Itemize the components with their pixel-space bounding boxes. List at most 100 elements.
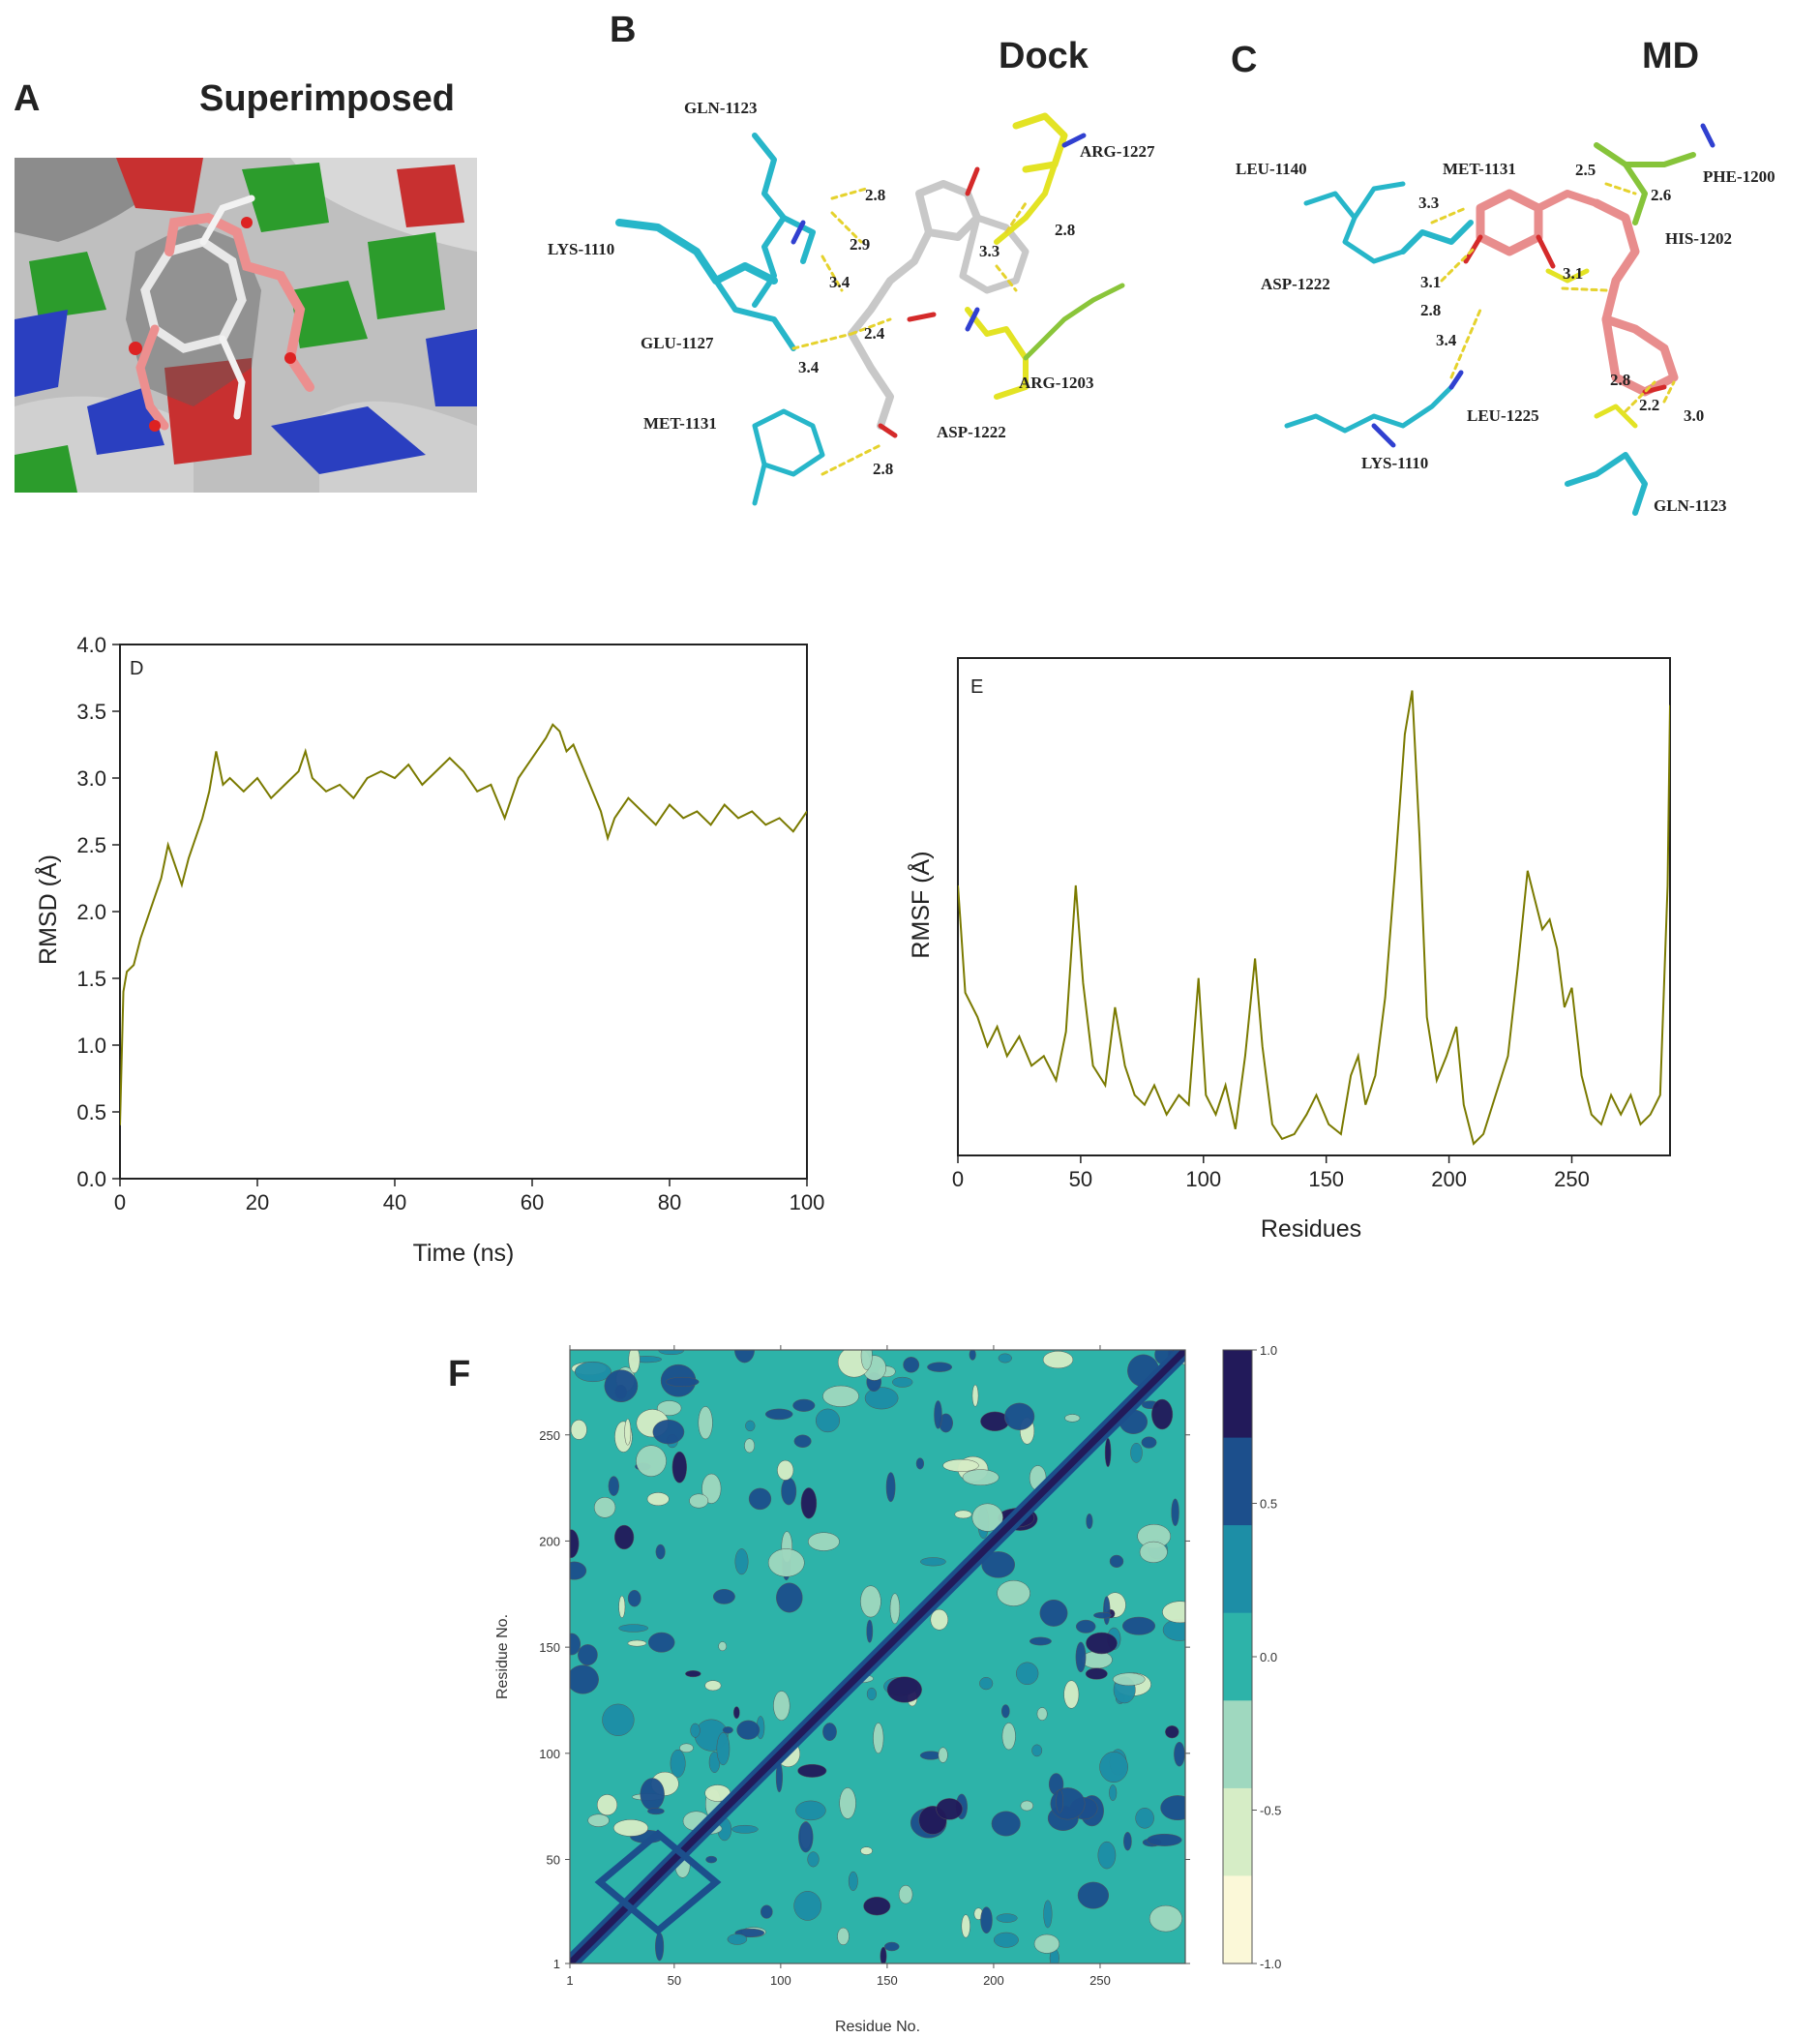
correlation-patch: [885, 1472, 896, 1503]
x-tick-label: 100: [790, 1190, 825, 1214]
correlation-patch: [618, 1595, 626, 1618]
correlation-patch: [1043, 1900, 1053, 1929]
colorbar-segment: [1223, 1437, 1252, 1526]
residue-label: ARG-1203: [1019, 374, 1093, 392]
x-tick-label: 50: [668, 1973, 681, 1988]
correlation-patch: [815, 1408, 841, 1433]
cross-correlation-diamond: [594, 1829, 722, 1935]
correlation-patch: [1121, 1616, 1156, 1635]
correlation-patch: [866, 1687, 877, 1701]
correlation-patch: [860, 1846, 873, 1855]
distance-label: 3.4: [798, 358, 820, 376]
correlation-patch: [808, 1532, 840, 1551]
distance-label: 2.8: [873, 460, 893, 478]
correlation-patch: [800, 1487, 818, 1519]
correlation-patch: [1001, 1723, 1016, 1751]
correlation-patch: [1130, 1442, 1143, 1463]
correlation-patch: [981, 1551, 1016, 1578]
correlation-patch: [658, 1350, 684, 1356]
colorbar-tick-label: 0.5: [1260, 1497, 1277, 1512]
correlation-patch: [883, 1941, 900, 1952]
correlation-patch: [839, 1787, 856, 1819]
x-tick-label: 150: [877, 1973, 898, 1988]
correlation-patch: [652, 1420, 685, 1445]
correlation-patch: [1056, 1789, 1064, 1813]
x-tick-label: 80: [658, 1190, 681, 1214]
correlation-patch: [1171, 1498, 1179, 1527]
correlation-patch: [722, 1726, 733, 1734]
residue-label: ARG-1227: [1080, 142, 1155, 161]
panel-b: B Dock: [548, 10, 1155, 506]
residue-label: LEU-1140: [1236, 160, 1307, 178]
x-tick-label: 0: [114, 1190, 126, 1214]
correlation-patch: [998, 1353, 1012, 1364]
correlation-patch: [795, 1800, 826, 1821]
residue-label: MET-1131: [1443, 160, 1516, 178]
correlation-patch: [889, 1593, 901, 1625]
correlation-patch: [969, 1350, 976, 1361]
correlation-patch: [760, 1904, 773, 1919]
correlation-patch: [961, 1914, 970, 1938]
correlation-patch: [608, 1476, 619, 1496]
x-tick-label: 40: [383, 1190, 406, 1214]
correlation-patch: [837, 1927, 850, 1946]
correlation-patch: [748, 1487, 772, 1511]
correlation-patch: [798, 1821, 814, 1853]
correlation-patch: [1016, 1662, 1039, 1686]
correlation-patch: [971, 1384, 979, 1407]
residue-label: HIS-1202: [1665, 229, 1732, 248]
colorbar-segment: [1223, 1612, 1252, 1701]
correlation-patch: [892, 1376, 913, 1388]
correlation-patch: [915, 1457, 925, 1470]
correlation-patch: [646, 1492, 670, 1507]
correlation-patch: [1093, 1611, 1112, 1619]
correlation-patch: [1162, 1601, 1185, 1624]
correlation-patch: [962, 1469, 1000, 1486]
correlation-patch: [1151, 1398, 1174, 1430]
correlation-patch: [612, 1819, 649, 1837]
rmsd-chart: D 0.0 0.5 1.0 1.5 2.0 2.5 3.0 3.5 4.0 0 20 40 60 80 1…: [33, 633, 824, 1267]
rmsd-panel-label: D: [130, 658, 143, 679]
correlation-patch: [1085, 1667, 1108, 1680]
correlation-patch: [636, 1445, 667, 1477]
correlation-patch: [685, 1670, 701, 1678]
x-tick-label: 100: [770, 1973, 791, 1988]
correlation-patch: [1139, 1541, 1168, 1563]
correlation-patch: [860, 1350, 873, 1370]
residue-label: LYS-1110: [548, 240, 614, 258]
correlation-patch: [777, 1459, 794, 1481]
y-tick-label: 3.5: [76, 700, 106, 724]
distance-label: 2.8: [865, 186, 885, 204]
dock-pose-molecule-image: [615, 112, 1125, 506]
correlation-patch: [604, 1369, 639, 1403]
distance-label: 3.3: [1418, 194, 1439, 212]
correlation-patch: [627, 1589, 641, 1607]
x-tick-label: 250: [1089, 1973, 1111, 1988]
residue-label: GLN-1123: [1654, 496, 1727, 515]
correlation-patch: [1135, 1808, 1154, 1829]
heatmap-field: [570, 1350, 1185, 1963]
y-tick-label: 1.0: [76, 1034, 106, 1058]
colorbar-segment: [1223, 1875, 1252, 1964]
correlation-patch: [570, 1633, 582, 1656]
residue-label: GLU-1127: [641, 334, 714, 352]
correlation-patch: [807, 1851, 820, 1868]
correlation-patch: [1086, 1632, 1118, 1655]
correlation-patch: [1000, 1704, 1010, 1719]
residue-label: MET-1131: [643, 414, 717, 433]
panel-c-title: MD: [1642, 36, 1699, 76]
correlation-patch: [574, 1361, 612, 1383]
correlation-patch: [647, 1808, 665, 1815]
y-tick-label: 200: [539, 1534, 560, 1548]
correlation-patch: [570, 1529, 580, 1559]
correlation-patch: [848, 1871, 858, 1892]
y-tick-label: 150: [539, 1640, 560, 1655]
residue-label: ASP-1222: [937, 423, 1006, 441]
heatmap-frame: [569, 1349, 1186, 1964]
correlation-patch: [873, 1723, 884, 1754]
correlation-patch: [640, 1778, 665, 1811]
correlation-patch: [1109, 1784, 1118, 1802]
correlation-patch: [997, 1579, 1030, 1606]
correlation-patch: [1174, 1741, 1185, 1767]
